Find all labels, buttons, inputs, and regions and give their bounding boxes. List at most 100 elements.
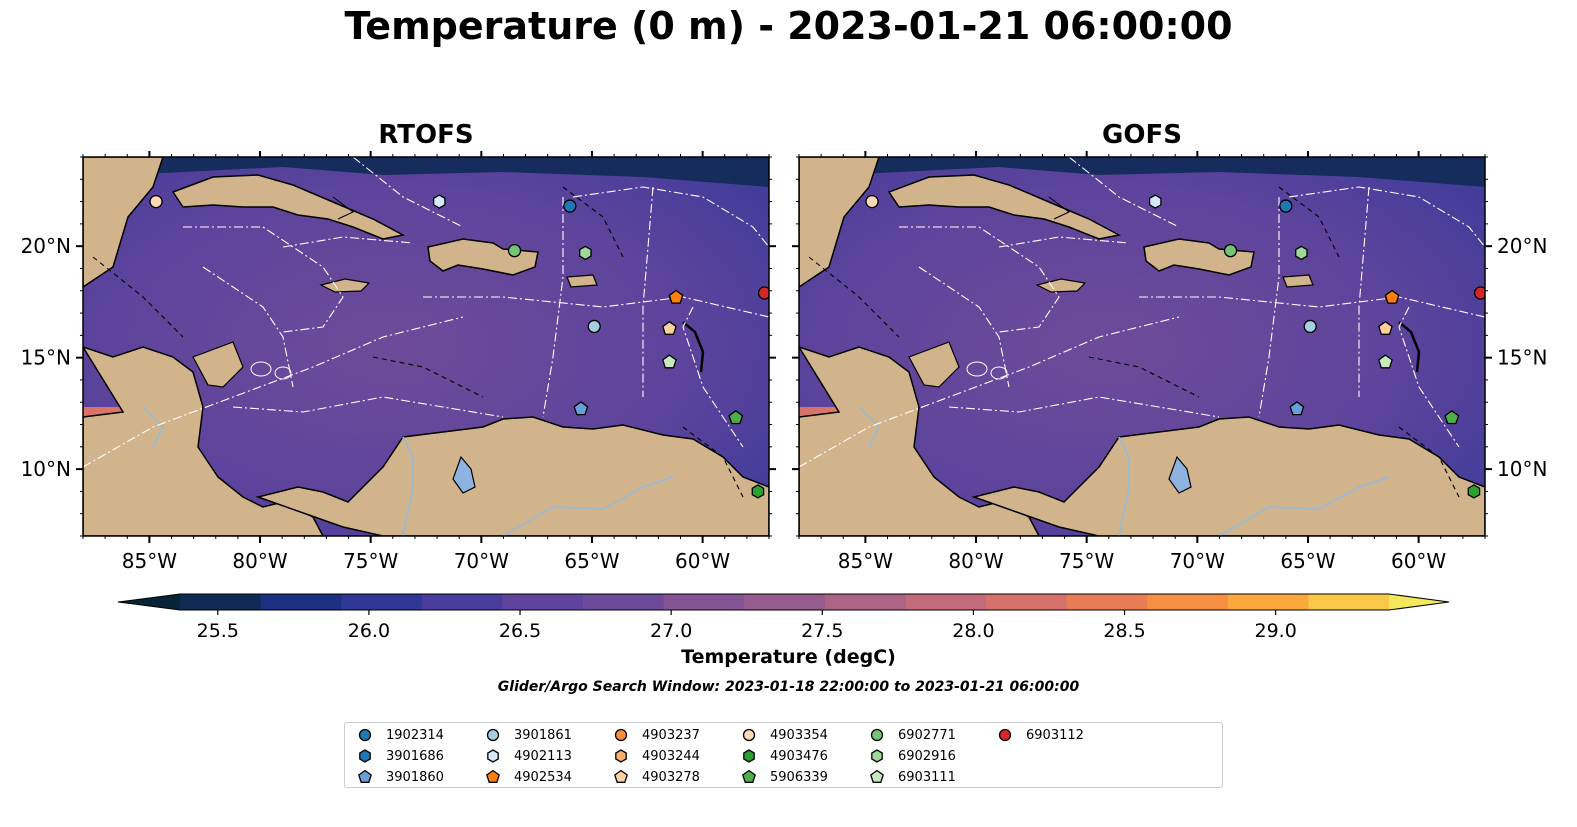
lon-tick-label: 85°W (122, 549, 177, 573)
legend-label: 5906339 (770, 769, 828, 785)
lon-tick-label: 65°W (1280, 549, 1335, 573)
colorbar-tick-label: 27.5 (801, 620, 843, 642)
float-marker-1902314 (1279, 199, 1293, 213)
legend-marker-pentagon-icon (486, 769, 500, 783)
float-marker-4903278 (1378, 320, 1393, 335)
legend-label: 6902771 (898, 727, 956, 743)
float-marker-4903476 (1467, 484, 1481, 499)
lon-tick-label: 60°W (1391, 549, 1446, 573)
colorbar-bin (1227, 594, 1309, 610)
legend-symbol (998, 728, 1012, 742)
colorbar-bin (502, 594, 584, 610)
legend-symbol (358, 728, 372, 742)
legend-item-4903237: 4903237 (613, 725, 700, 745)
legend-item-6902916: 6902916 (869, 746, 956, 766)
colorbar: 25.5 26.0 26.5 27.0 27.5 28.0 28.5 29.0 (117, 593, 1450, 642)
legend-label: 4903476 (770, 748, 828, 764)
colorbar-tick-label: 28.0 (952, 620, 994, 642)
legend-label: 6902916 (898, 748, 956, 764)
lat-tick-label: 10°N (1497, 457, 1547, 481)
float-marker-6902771 (1223, 243, 1238, 258)
float-marker-4902534 (668, 289, 684, 304)
colorbar-title: Temperature (degC) (681, 646, 896, 668)
colorbar-bin (341, 594, 423, 610)
float-marker-3901861 (587, 319, 601, 334)
colorbar-bin (583, 594, 665, 610)
legend-symbol (358, 769, 372, 783)
lon-tick-label: 70°W (1170, 549, 1225, 573)
legend-symbol (614, 728, 628, 742)
float-marker-3901860 (573, 401, 589, 416)
map-panel-gofs: 85°W 80°W 75°W 70°W 65°W 60°W 20°N 15°N 10°N (792, 151, 1547, 573)
legend-label: 4903354 (770, 727, 828, 743)
float-markers-rtofs (149, 194, 769, 499)
lon-tick-label: 70°W (454, 549, 509, 573)
colorbar-bin (421, 594, 503, 610)
colorbar-bin (180, 594, 262, 610)
float-marker-4903354 (865, 194, 879, 209)
map-area-rtofs (83, 157, 769, 536)
legend-marker-pentagon-icon (614, 769, 628, 783)
colorbar-bin (744, 594, 826, 610)
legend-marker-circle-icon (998, 728, 1012, 742)
lon-tick-label: 75°W (1059, 549, 1114, 573)
legend-symbol (871, 749, 883, 763)
legend-symbol (359, 749, 371, 763)
colorbar-bin (824, 594, 906, 610)
float-marker-4902113 (1148, 194, 1162, 209)
legend-item-3901861: 3901861 (485, 725, 572, 745)
legend-item-4902534: 4902534 (485, 767, 572, 787)
lat-tick-label: 15°N (21, 346, 71, 370)
float-marker-4902534 (1384, 289, 1400, 304)
lon-tick-label: 80°W (948, 549, 1003, 573)
legend-marker-hexagon-icon (487, 749, 499, 763)
search-window-caption: Glider/Argo Search Window: 2023-01-18 22… (497, 679, 1080, 695)
float-marker-6903111 (662, 354, 677, 369)
legend-symbol (742, 769, 756, 783)
float-marker-6902916 (579, 245, 592, 261)
legend-marker-circle-icon (614, 728, 628, 742)
lat-tick-label: 15°N (1497, 346, 1547, 370)
float-marker-6902916 (1295, 245, 1308, 261)
float-marker-5906339 (1444, 409, 1460, 425)
float-marker-6903111 (1378, 354, 1393, 369)
float-marker-3901860 (1289, 401, 1305, 416)
float-marker-6903112 (757, 286, 769, 300)
legend-label: 4902534 (514, 769, 572, 785)
lat-tick-label: 10°N (21, 457, 71, 481)
colorbar-bin (905, 594, 987, 610)
legend-label: 1902314 (386, 727, 444, 743)
legend-marker-hexagon-icon (743, 749, 755, 763)
figure-title: Temperature (0 m) - 2023-01-21 06:00:00 (344, 4, 1233, 48)
legend-marker-pentagon-icon (358, 769, 372, 783)
lat-tick-label: 20°N (21, 234, 71, 258)
colorbar-bin (986, 594, 1068, 610)
legend-marker-circle-icon (358, 728, 372, 742)
lat-tick-label: 20°N (1497, 234, 1547, 258)
map-frame-rtofs (82, 156, 770, 537)
legend-marker-hexagon-icon (615, 749, 627, 763)
colorbar-tick-label: 27.0 (650, 620, 692, 642)
legend-symbol (614, 769, 628, 783)
float-marker-4902113 (432, 194, 446, 209)
legend-label: 3901686 (386, 748, 444, 764)
legend-symbol (743, 749, 755, 763)
legend-label: 4903237 (642, 727, 700, 743)
legend-marker-hexagon-icon (871, 749, 883, 763)
legend-item-3901686: 3901686 (357, 746, 444, 766)
float-marker-6902771 (507, 243, 522, 258)
float-marker-3901861 (1303, 319, 1317, 334)
float-legend: 1902314 3901686 3901860 3901861 4902113 49025… (344, 722, 1223, 788)
colorbar-tick-label: 25.5 (197, 620, 239, 642)
colorbar-tick-label: 26.0 (348, 620, 390, 642)
float-marker-4903476 (751, 484, 765, 499)
legend-symbol (486, 769, 500, 783)
legend-label: 4903244 (642, 748, 700, 764)
legend-marker-circle-icon (870, 728, 884, 742)
float-marker-6903112 (1473, 286, 1485, 300)
map-area-gofs (799, 157, 1485, 536)
legend-item-3901860: 3901860 (357, 767, 444, 787)
colorbar-outline (117, 593, 1450, 611)
legend-symbol (870, 769, 884, 783)
